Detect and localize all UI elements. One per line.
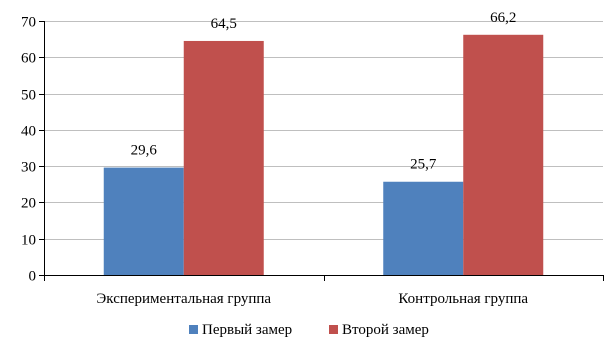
y-tick-label: 40 [21,124,36,140]
y-axis: 0 10 20 30 40 50 60 70 [21,15,45,285]
y-tick-label: 50 [21,88,36,104]
data-label: 25,7 [410,157,437,173]
bar [183,40,264,276]
y-tick-label: 0 [29,269,37,285]
bars: 29,6 64,5 25,7 66,2 [103,10,544,276]
legend: Первый замер Второй замер [189,322,429,338]
x-axis: Экспериментальная группа Контрольная груп… [44,275,604,307]
y-tick-label: 30 [21,160,36,176]
data-label: 29,6 [131,143,158,159]
data-label: 64,5 [211,16,237,32]
bar [103,167,184,275]
legend-label: Второй замер [342,322,429,338]
bar [463,34,544,275]
data-label: 66,2 [490,10,516,26]
y-tick-label: 60 [21,51,36,67]
legend-swatch [329,325,338,334]
legend-label: Первый замер [202,322,292,338]
category-label: Экспериментальная группа [96,291,271,307]
legend-swatch [189,325,198,334]
y-tick-label: 20 [21,196,36,212]
category-label: Контрольная группа [398,291,528,307]
y-tick-label: 70 [21,15,36,31]
bar [383,181,464,275]
y-tick-label: 10 [21,233,36,249]
